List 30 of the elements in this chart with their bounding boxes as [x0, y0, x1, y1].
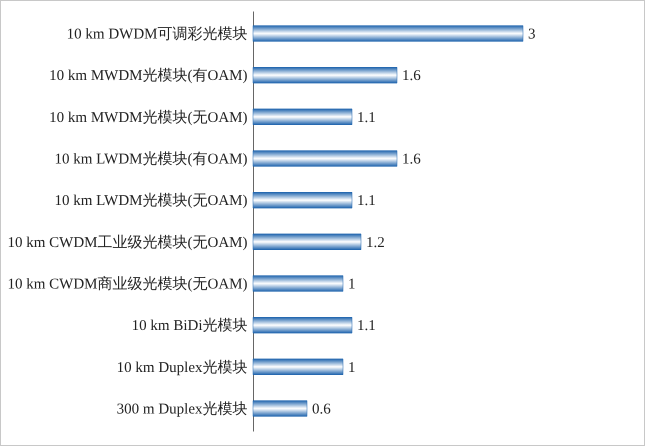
- y-tick-label: 10 km DWDM可调彩光模块: [66, 26, 248, 42]
- y-tick-label: 10 km LWDM光模块(有OAM): [54, 150, 248, 168]
- bar: [252, 400, 308, 417]
- data-label: 1.6: [402, 152, 422, 168]
- data-label: 3: [528, 26, 536, 42]
- bar: [252, 317, 352, 334]
- bar: [252, 358, 344, 375]
- y-tick-label: 10 km MWDM光模块(无OAM): [49, 108, 248, 126]
- y-tick-label: 10 km Duplex光模块: [116, 358, 248, 376]
- y-tick-label: 10 km CWDM工业级光模块(无OAM): [8, 234, 248, 251]
- data-label: 0.6: [312, 402, 332, 418]
- y-tick-label: 10 km MWDM光模块(有OAM): [49, 67, 248, 84]
- data-label: 1: [348, 360, 356, 376]
- bar: [252, 108, 352, 125]
- y-tick-label: 10 km LWDM光模块(无OAM): [54, 192, 248, 210]
- y-tick-label: 300 m Duplex光模块: [116, 400, 248, 418]
- bar: [252, 150, 398, 167]
- data-label: 1.1: [357, 193, 376, 210]
- data-label: 1.1: [357, 318, 376, 334]
- data-label: 1: [348, 276, 356, 292]
- data-label: 1.2: [366, 234, 385, 251]
- data-label: 1.6: [402, 68, 422, 84]
- bar: [252, 192, 352, 208]
- bar: [252, 67, 398, 84]
- y-tick-label: 10 km BiDi光模块: [132, 317, 248, 334]
- y-tick-label: 10 km CWDM商业级光模块(无OAM): [8, 276, 248, 292]
- bar: [252, 275, 344, 292]
- data-label: 1.1: [357, 110, 376, 126]
- bar: [252, 25, 524, 42]
- bar: [252, 234, 362, 250]
